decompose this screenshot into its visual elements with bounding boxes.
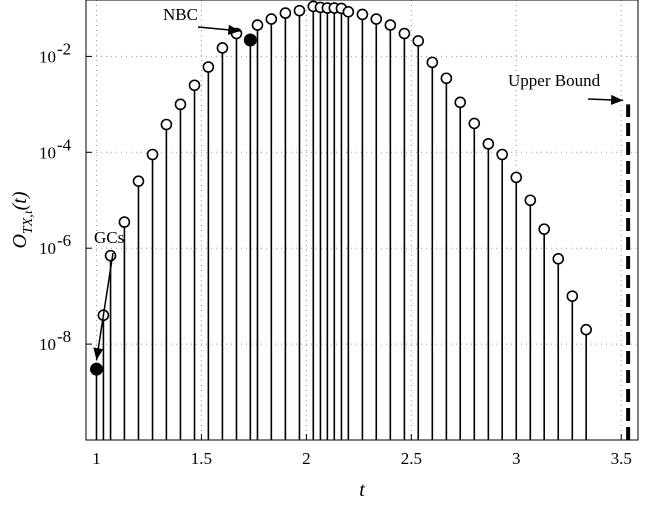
x-tick-label: 3 — [512, 449, 521, 468]
y-tick-label: 10 — [39, 143, 56, 162]
stem-marker — [482, 138, 495, 150]
stem-marker — [384, 19, 397, 31]
annotations: GCs NBC Upper Bound — [93, 5, 624, 361]
stem-marker — [356, 8, 369, 21]
upper-bound-annotation-arrow-head — [610, 94, 624, 105]
y-tick-exponent: -8 — [57, 327, 71, 346]
highlight-marker — [243, 33, 257, 47]
upper-bound-annotation-label: Upper Bound — [508, 71, 601, 90]
stem-marker — [146, 148, 159, 161]
stem-marker — [342, 6, 355, 18]
gcs-annotation-arrow-head — [93, 347, 104, 361]
x-tick-label: 2.5 — [401, 449, 422, 468]
y-tick-label: 10 — [39, 239, 56, 258]
stem-marker — [188, 79, 201, 92]
y-tick-label: 10 — [39, 335, 56, 354]
stem-marker — [265, 13, 278, 25]
stem-marker — [454, 96, 467, 109]
stem-marker — [524, 194, 537, 207]
stem-marker — [468, 117, 481, 130]
stem-marker — [216, 42, 229, 54]
x-tick-label: 1 — [92, 449, 101, 468]
stem-marker — [412, 35, 425, 47]
stems — [97, 0, 592, 440]
stem-marker — [118, 216, 131, 228]
y-tick-exponent: -2 — [57, 39, 71, 58]
stem-marker — [538, 223, 550, 235]
stem-marker — [552, 253, 565, 265]
stem-marker — [104, 249, 117, 262]
stem-marker — [426, 56, 439, 69]
stem-marker — [202, 61, 215, 73]
y-tick-exponent: -4 — [57, 135, 72, 154]
ticks: 1 1.5 2 2.5 3 3.510-810-610-410-2 — [39, 39, 632, 468]
stem-marker — [293, 4, 306, 17]
gcs-annotation-label: GCs — [94, 228, 124, 247]
nbc-annotation-arrow-head — [227, 24, 241, 35]
nbc-annotation-label: NBC — [163, 5, 198, 24]
highlight-marker — [89, 362, 103, 376]
plot-frame — [85, 0, 639, 441]
gcs-annotation-arrow — [95, 252, 114, 361]
stem-marker — [370, 13, 383, 25]
stem-marker — [132, 175, 145, 187]
stem-marker — [566, 290, 579, 302]
x-tick-label: 1.5 — [191, 449, 212, 468]
stem-marker — [251, 19, 264, 31]
stem-marker — [279, 7, 292, 19]
x-axis-label: t — [359, 479, 365, 501]
y-axis-label: OTX,ι(t) — [9, 191, 36, 248]
stem-marker — [398, 27, 411, 40]
x-tick-label: 2 — [302, 449, 311, 468]
stem-marker — [510, 171, 523, 184]
y-tick-label: 10 — [39, 47, 56, 66]
stem-marker — [174, 98, 187, 111]
y-tick-exponent: -6 — [57, 231, 71, 250]
x-tick-label: 3.5 — [611, 449, 632, 468]
labels: t OTX,ι(t) — [9, 191, 365, 501]
stem-marker — [440, 72, 453, 85]
stem-marker — [496, 148, 509, 161]
stem-marker — [160, 118, 173, 131]
highlighted-points — [89, 33, 257, 440]
stem-marker — [580, 323, 592, 336]
